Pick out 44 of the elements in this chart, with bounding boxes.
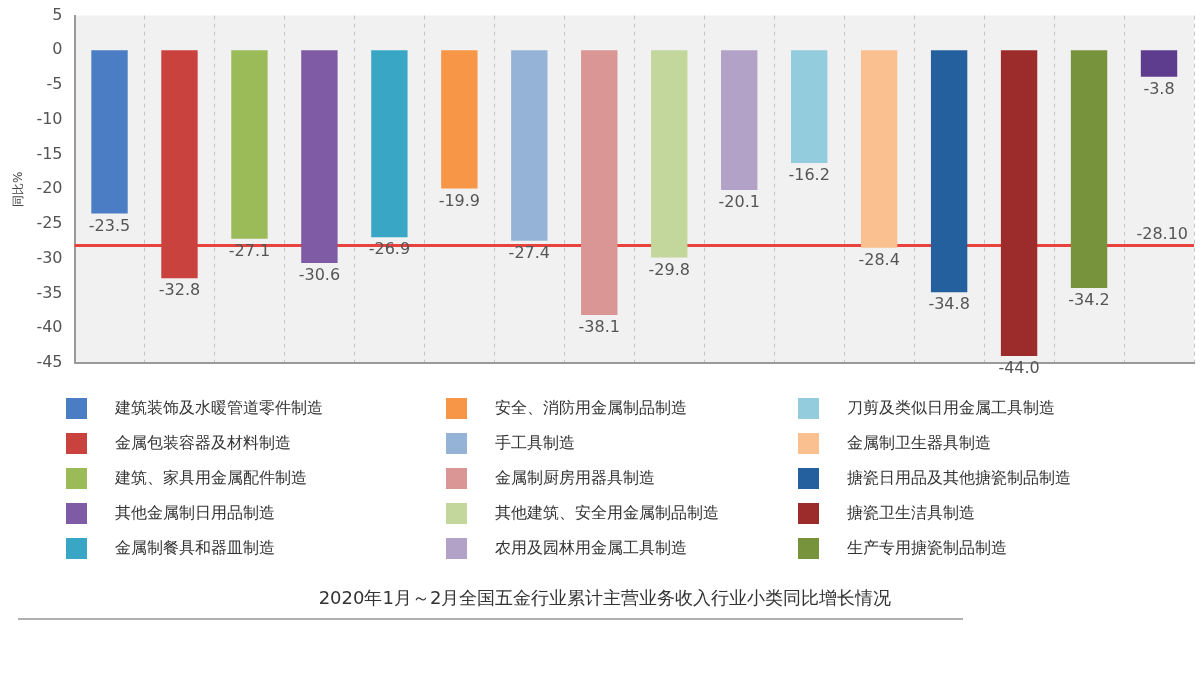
legend-label: 搪瓷卫生洁具制造 bbox=[847, 503, 975, 524]
legend-label: 建筑、家具用金属配件制造 bbox=[115, 468, 307, 489]
y-tick-label: -20 bbox=[36, 178, 63, 198]
legend-label: 生产专用搪瓷制品制造 bbox=[847, 538, 1007, 559]
data-label: -27.1 bbox=[228, 240, 271, 260]
data-label: -19.9 bbox=[438, 190, 481, 210]
legend-label: 其他建筑、安全用金属制品制造 bbox=[495, 503, 719, 524]
legend-label: 建筑装饰及水暖管道零件制造 bbox=[115, 398, 323, 419]
legend-label: 刀剪及类似日用金属工具制造 bbox=[847, 398, 1055, 419]
data-label: -29.8 bbox=[648, 259, 690, 279]
legend-label: 安全、消防用金属制品制造 bbox=[495, 398, 687, 419]
legend-label: 搪瓷日用品及其他搪瓷制品制造 bbox=[847, 468, 1071, 489]
data-label: -34.2 bbox=[1068, 290, 1110, 310]
y-tick-label: -40 bbox=[36, 317, 63, 337]
y-tick-label: 5 bbox=[52, 4, 63, 24]
y-tick-label: -10 bbox=[36, 108, 63, 128]
data-label: -34.8 bbox=[928, 294, 970, 314]
data-label: -23.5 bbox=[88, 215, 131, 235]
y-tick-label: -30 bbox=[36, 247, 63, 267]
y-tick-label: -35 bbox=[36, 282, 63, 302]
data-label: -16.2 bbox=[788, 165, 830, 185]
y-axis-title: 同比% bbox=[11, 171, 26, 207]
legend-label: 手工具制造 bbox=[495, 433, 575, 454]
y-tick-label: -15 bbox=[36, 143, 63, 163]
legend-label: 金属制卫生器具制造 bbox=[847, 433, 991, 454]
data-label: -27.4 bbox=[508, 242, 551, 262]
data-label: -30.6 bbox=[298, 265, 341, 285]
y-tick-label: -5 bbox=[46, 74, 63, 94]
y-tick-label: -25 bbox=[36, 213, 63, 233]
legend-label: 金属制餐具和器皿制造 bbox=[115, 538, 275, 559]
data-label: -3.8 bbox=[1143, 78, 1175, 98]
data-label: -28.4 bbox=[858, 249, 900, 269]
data-label: -44.0 bbox=[998, 358, 1040, 378]
legend-label: 金属制厨房用器具制造 bbox=[495, 468, 655, 489]
data-label: -32.8 bbox=[158, 280, 201, 300]
text: 2020年1月～2月全国五金行业累计主营业务收入行业小类同比增长情况 bbox=[317, 586, 893, 610]
legend-label: 金属包装容器及材料制造 bbox=[115, 433, 291, 454]
legend-label: 农用及园林用金属工具制造 bbox=[495, 538, 687, 559]
y-tick-label: -45 bbox=[36, 352, 63, 372]
ref-line-label: -28.10 bbox=[1136, 223, 1188, 243]
data-label: -38.1 bbox=[578, 317, 620, 337]
data-label: -20.1 bbox=[718, 192, 760, 212]
legend-label: 其他金属制日用品制造 bbox=[115, 503, 275, 524]
y-tick-label: 0 bbox=[52, 39, 63, 59]
